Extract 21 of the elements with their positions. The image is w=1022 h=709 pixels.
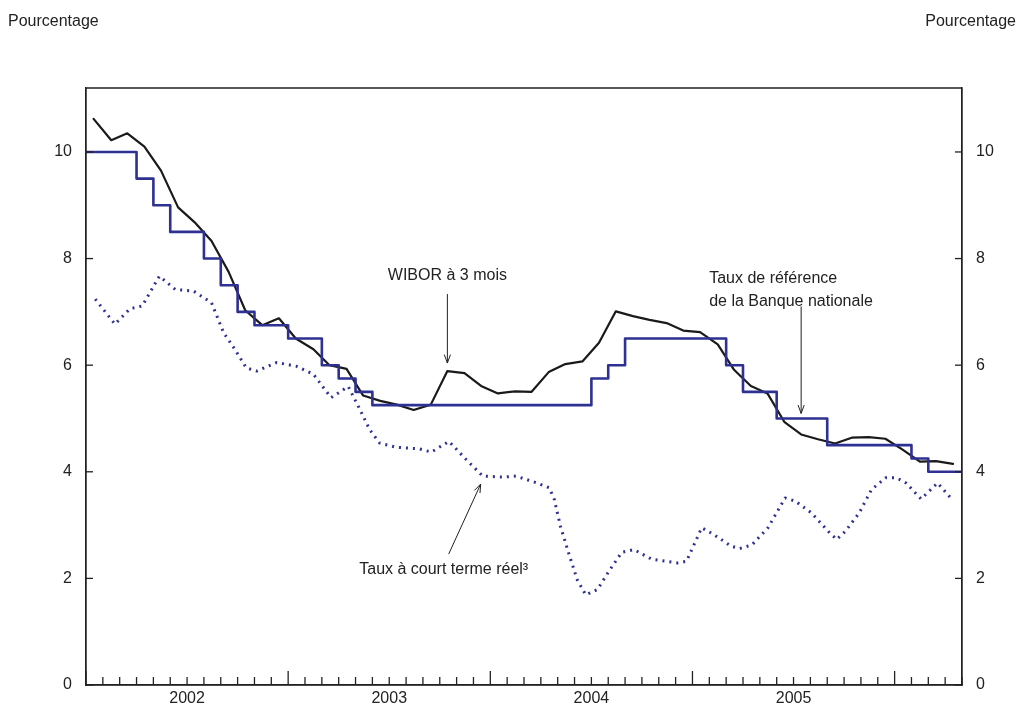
x-tick-label: 2004 bbox=[573, 689, 610, 707]
y2-tick-label: 2 bbox=[976, 568, 985, 586]
y-tick-label: 4 bbox=[63, 462, 73, 480]
y2-tick-label: 10 bbox=[976, 142, 994, 160]
x-tick-label: 2005 bbox=[775, 689, 812, 707]
x-tick-label: 2003 bbox=[371, 689, 408, 707]
y-axis-title: Pourcentage bbox=[8, 12, 99, 30]
y2-tick-label: 8 bbox=[976, 248, 985, 266]
y-tick-label: 0 bbox=[63, 675, 73, 693]
y-tick-label: 6 bbox=[63, 355, 73, 373]
y2-tick-label: 0 bbox=[976, 675, 985, 693]
y2-axis-title: Pourcentage bbox=[925, 12, 1017, 30]
y-tick-label: 10 bbox=[54, 142, 73, 160]
annotation: WIBOR à 3 mois bbox=[387, 266, 507, 284]
y2-tick-label: 4 bbox=[976, 462, 985, 480]
y-tick-label: 2 bbox=[63, 568, 73, 586]
y2-tick-label: 6 bbox=[976, 355, 985, 373]
x-tick-label: 2002 bbox=[169, 689, 205, 707]
annotation: Taux de référence de la Banque nationale bbox=[709, 268, 873, 309]
y-tick-label: 8 bbox=[63, 248, 73, 266]
annotation: Taux à court terme réel³ bbox=[359, 560, 529, 578]
